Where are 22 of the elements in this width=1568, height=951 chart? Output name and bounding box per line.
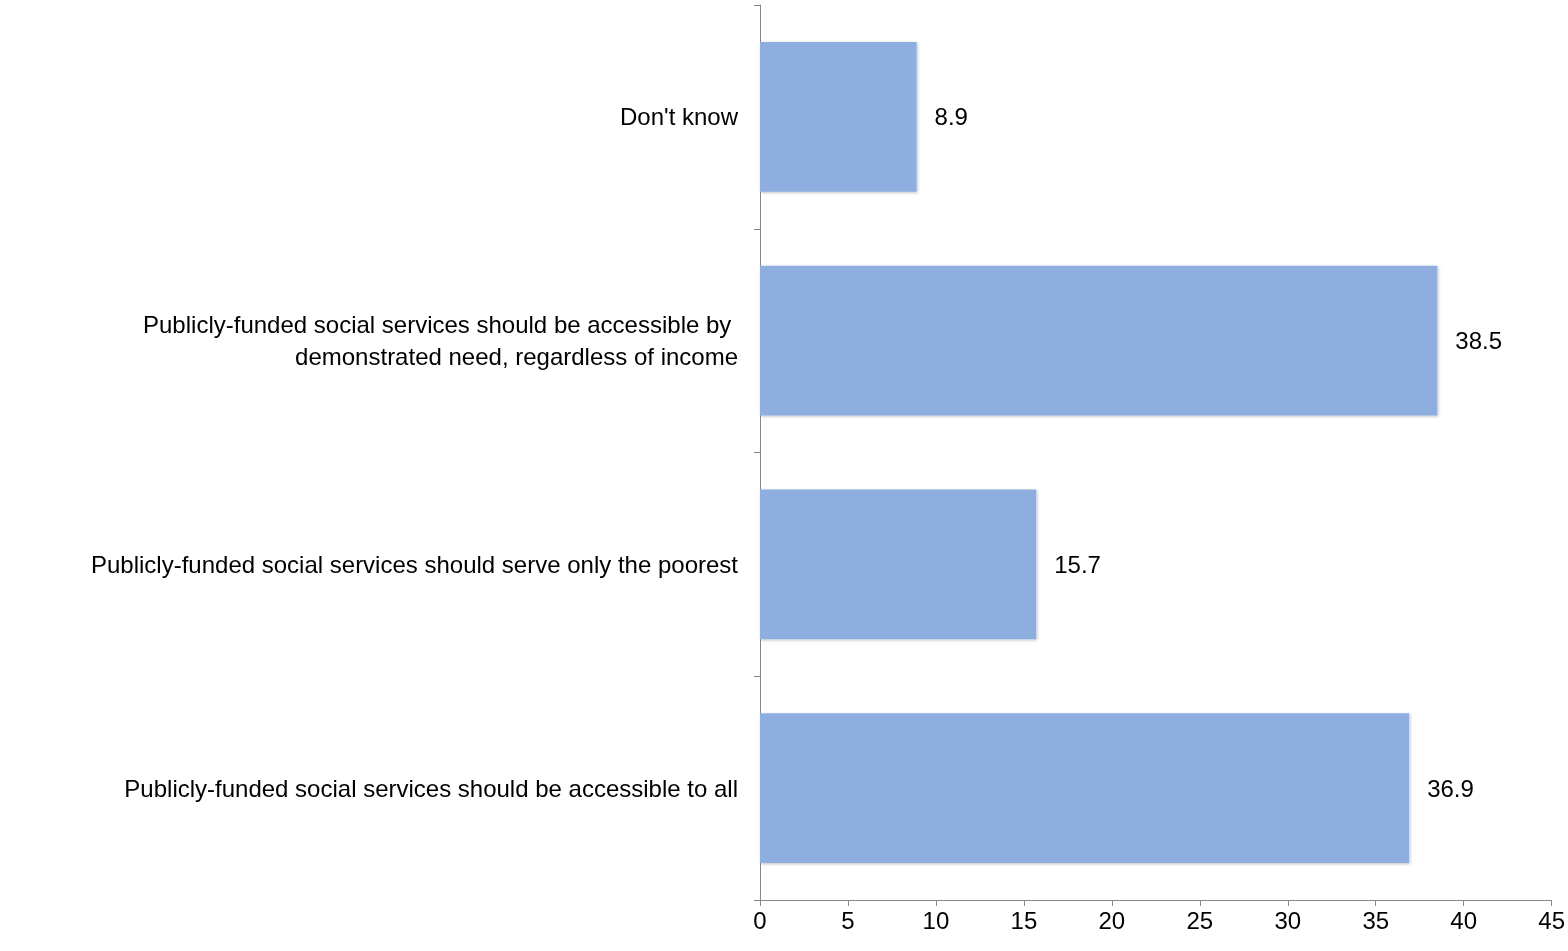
bar — [760, 489, 1037, 640]
x-tick-label: 35 — [1362, 906, 1390, 934]
x-tick-label: 25 — [1186, 906, 1214, 934]
y-tick-label: Publicly-funded social services should be accessible to all — [124, 774, 738, 802]
y-tick-label: Publicly-funded social services should serve only the poorest — [90, 550, 739, 578]
x-tick-label: 40 — [1450, 906, 1478, 934]
y-tick-label: Don't know — [620, 103, 739, 131]
bar — [760, 713, 1410, 864]
x-tick-label: 5 — [841, 906, 855, 934]
y-tick-label: Publicly-funded social services should be accessible by demonstrated need, regardless of income — [143, 311, 738, 371]
bar — [760, 265, 1438, 416]
bar — [760, 41, 917, 192]
data-label: 36.9 — [1427, 774, 1474, 802]
x-tick-label: 15 — [1010, 906, 1038, 934]
x-tick-label: 20 — [1098, 906, 1126, 934]
data-label: 8.9 — [934, 103, 968, 131]
x-tick-label: 30 — [1274, 906, 1302, 934]
data-label: 15.7 — [1054, 550, 1101, 578]
data-label: 38.5 — [1455, 327, 1503, 355]
x-tick-label: 45 — [1538, 906, 1565, 934]
x-tick-label: 10 — [922, 906, 950, 934]
x-tick-label: 0 — [753, 906, 767, 934]
